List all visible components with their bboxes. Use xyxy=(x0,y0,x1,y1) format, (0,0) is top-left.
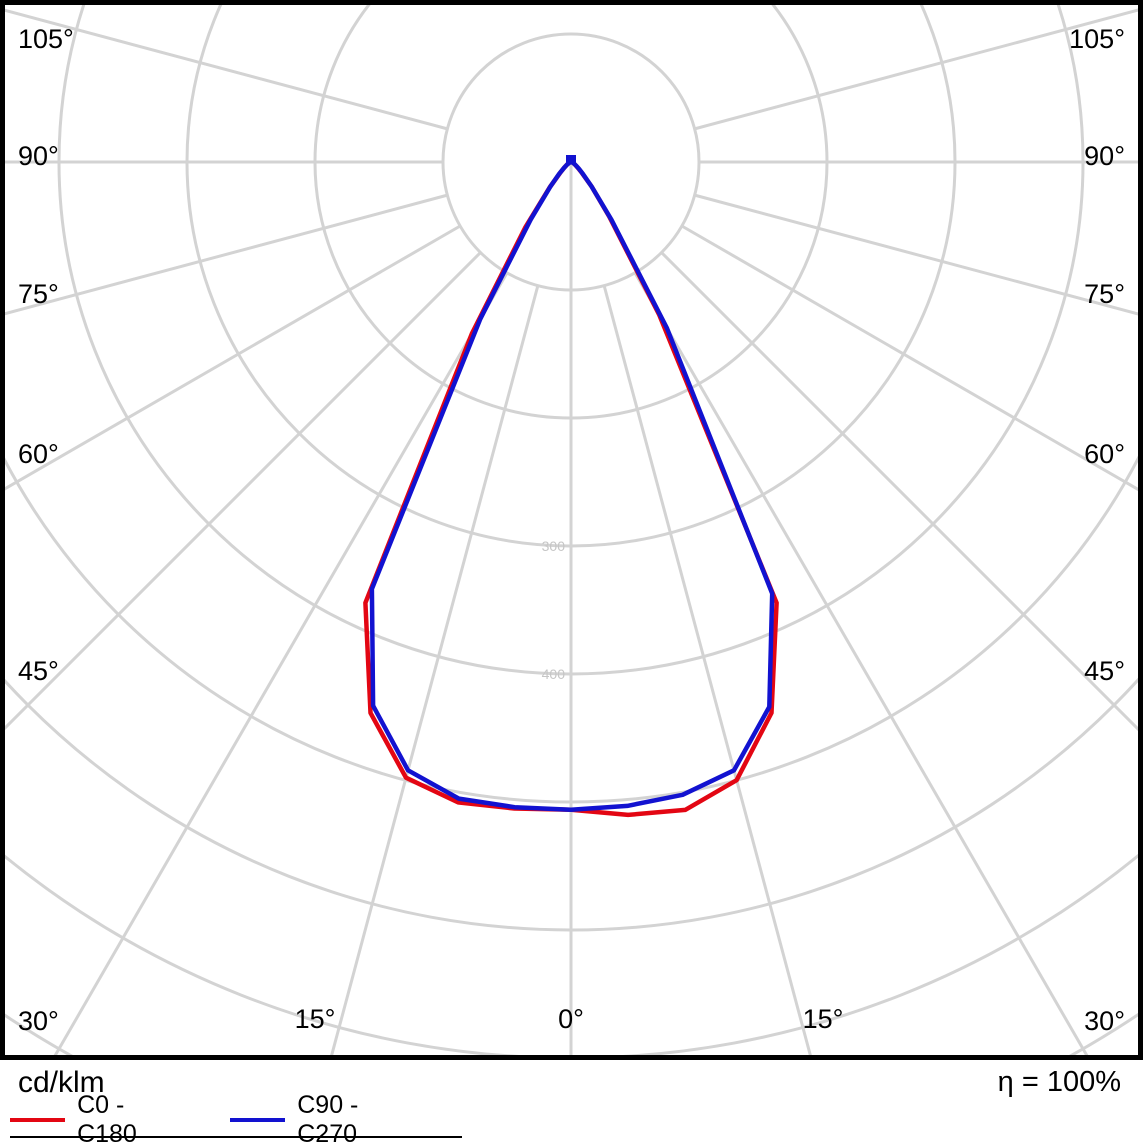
legend: C0 - C180 C90 - C270 xyxy=(10,1091,462,1143)
polar-chart: 300 400 105° 90° 75° 60° 45° 30° 105° 90° 75° 60° 45… xyxy=(0,0,1143,1060)
legend-label-c0-c180: C0 - C180 xyxy=(77,1091,137,1143)
c0-c180-line-swatch-icon xyxy=(10,1118,66,1122)
angle-tick-label: 30° xyxy=(1084,1006,1125,1036)
efficiency-label: η = 100% xyxy=(997,1066,1121,1098)
angle-tick-label: 90° xyxy=(1084,141,1125,171)
angle-tick-label: 105° xyxy=(1069,24,1125,54)
angle-tick-label: 15° xyxy=(803,1004,844,1034)
legend-item-c0-c180: C0 - C180 xyxy=(10,1091,172,1143)
curve-c90-c270 xyxy=(369,159,775,812)
angle-tick-label: 60° xyxy=(1084,439,1125,469)
chart-frame xyxy=(0,0,1143,1060)
angle-tick-label: 75° xyxy=(1084,279,1125,309)
angle-tick-label: 45° xyxy=(18,656,59,686)
c90-c270-line-swatch-icon xyxy=(230,1118,286,1122)
curve-peak-marker xyxy=(566,155,576,164)
angle-tick-label: 105° xyxy=(18,24,74,54)
angle-tick-label: 90° xyxy=(18,141,59,171)
angle-tick-label: 45° xyxy=(1084,656,1125,686)
unit-label: cd/klm xyxy=(18,1066,105,1099)
ring-value-label: 400 xyxy=(542,666,566,682)
polar-grid xyxy=(5,5,1138,1055)
chart-footer: cd/klm η = 100% C0 - C180 C90 - C270 xyxy=(0,1060,1143,1143)
angle-tick-label: 15° xyxy=(295,1004,336,1034)
angle-tick-label: 75° xyxy=(18,279,59,309)
angle-tick-label: 0° xyxy=(558,1004,584,1034)
legend-label-c90-c270: C90 - C270 xyxy=(297,1091,359,1143)
angle-tick-label: 60° xyxy=(18,439,59,469)
legend-item-c90-c270: C90 - C270 xyxy=(230,1091,404,1143)
angle-tick-label: 30° xyxy=(18,1006,59,1036)
ring-value-label: 300 xyxy=(542,538,566,554)
